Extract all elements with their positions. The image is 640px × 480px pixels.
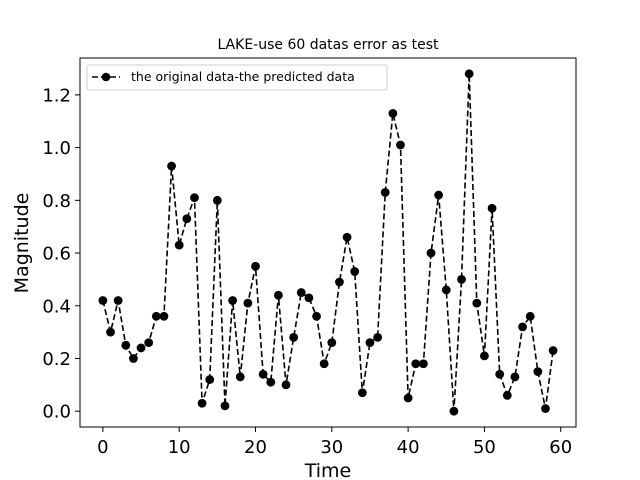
data-point — [121, 340, 131, 350]
y-tick-label: 0.0 — [42, 402, 71, 423]
data-point — [106, 327, 115, 337]
x-tick-label: 60 — [549, 437, 572, 458]
data-point — [129, 354, 138, 363]
data-point — [243, 298, 253, 308]
data-point — [525, 311, 535, 321]
x-tick-label: 40 — [397, 437, 420, 458]
data-point — [380, 188, 390, 197]
data-point — [190, 193, 199, 203]
data-point — [426, 248, 436, 258]
y-tick-label: 0.8 — [42, 191, 71, 212]
data-point — [548, 346, 558, 355]
data-point — [182, 214, 192, 224]
data-point — [136, 343, 146, 353]
data-point — [327, 338, 337, 348]
data-point — [197, 398, 207, 408]
x-axis-label: Time — [304, 460, 352, 480]
data-point — [365, 338, 375, 348]
data-point — [541, 404, 550, 413]
data-point — [212, 195, 222, 205]
data-point — [228, 296, 238, 305]
data-point — [266, 377, 276, 387]
data-point — [159, 311, 169, 321]
data-point — [472, 298, 482, 308]
data-point — [174, 240, 184, 250]
data-point — [457, 275, 466, 284]
data-point — [251, 261, 260, 271]
data-point — [495, 369, 505, 379]
data-point — [312, 311, 321, 321]
data-point — [296, 288, 306, 297]
data-point — [281, 380, 291, 390]
data-point — [510, 372, 520, 382]
data-point — [396, 140, 405, 150]
data-point — [411, 359, 421, 369]
series-line-group — [102, 73, 554, 412]
plot-frame — [79, 57, 577, 428]
data-point — [518, 322, 527, 332]
data-point — [113, 296, 123, 305]
data-point — [418, 359, 428, 369]
y-tick-label: 0.6 — [42, 244, 71, 265]
data-point — [235, 372, 245, 382]
data-point — [258, 369, 268, 379]
data-point — [533, 367, 543, 377]
y-tick-label: 1.0 — [42, 138, 71, 159]
x-tick-label: 10 — [168, 437, 191, 458]
y-tick-label: 1.2 — [42, 85, 71, 106]
series-line — [102, 73, 554, 412]
x-tick-label: 30 — [320, 437, 343, 458]
data-point — [373, 332, 382, 342]
data-point — [487, 203, 497, 213]
data-point — [388, 108, 398, 118]
y-tick-label: 0.2 — [42, 349, 71, 370]
legend-label: the original data-the predicted data — [131, 69, 355, 84]
data-point — [434, 190, 444, 200]
data-point — [274, 290, 283, 300]
data-point — [319, 359, 329, 369]
y-axis: 0.0 0.2 0.4 0.6 0.8 1.0 1.2 — [42, 85, 80, 423]
data-point — [357, 388, 367, 398]
data-point — [449, 406, 459, 416]
y-tick-label: 0.4 — [42, 296, 71, 317]
data-point — [205, 375, 215, 384]
x-tick-label: 0 — [97, 437, 108, 458]
data-point — [480, 351, 489, 361]
chart-title: LAKE-use 60 datas error as test — [217, 37, 439, 53]
data-point — [167, 161, 176, 171]
x-tick-label: 20 — [244, 437, 267, 458]
data-point — [289, 332, 299, 342]
data-point — [98, 296, 108, 305]
data-point — [144, 338, 154, 348]
data-point — [342, 232, 352, 242]
series-markers-group — [98, 69, 558, 416]
legend: the original data-the predicted data — [86, 64, 388, 91]
data-point — [335, 277, 344, 287]
data-point — [151, 311, 161, 321]
legend-marker-sample — [101, 72, 111, 82]
data-point — [350, 267, 360, 276]
data-point — [441, 285, 451, 295]
data-point — [304, 293, 314, 303]
data-point — [502, 390, 512, 400]
y-axis-label: Magnitude — [11, 193, 33, 294]
x-tick-label: 50 — [473, 437, 496, 458]
data-point — [464, 69, 474, 79]
x-axis: 0 10 20 30 40 50 60 — [97, 427, 572, 458]
legend-frame — [86, 64, 388, 91]
data-point — [403, 393, 413, 403]
data-point — [220, 401, 230, 411]
